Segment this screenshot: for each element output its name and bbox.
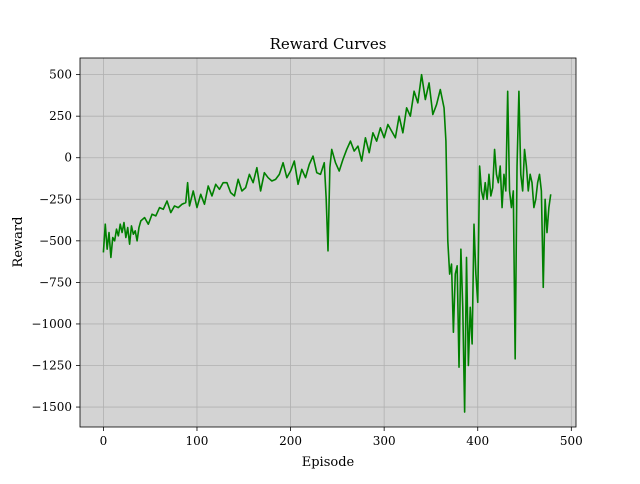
reward-series-line <box>102 73 552 413</box>
y-tick-label: 250 <box>49 109 72 123</box>
y-tick-label: −750 <box>39 275 72 289</box>
y-tick-label: −1250 <box>31 359 72 373</box>
x-tick-label: 100 <box>186 434 209 448</box>
y-tick-label: 500 <box>49 68 72 82</box>
plot-frame <box>79 57 577 428</box>
x-axis-label: Episode <box>302 455 355 470</box>
y-tick-label: −500 <box>39 234 72 248</box>
chart-title: Reward Curves <box>270 35 387 53</box>
x-tick-label: 500 <box>560 434 583 448</box>
x-tick-label: 400 <box>466 434 489 448</box>
y-tick-label: −1500 <box>31 400 72 414</box>
y-tick-label: 0 <box>64 151 72 165</box>
axis-ticks: 0 100 200 300 400 500 −1500 −1250 −1000 −750 −500 −… <box>31 68 582 448</box>
x-tick-label: 200 <box>279 434 302 448</box>
y-tick-label: −1000 <box>31 317 72 331</box>
x-tick-label: 300 <box>373 434 396 448</box>
x-tick-label: 0 <box>100 434 108 448</box>
y-tick-label: −250 <box>39 192 72 206</box>
data-series <box>102 73 552 413</box>
y-axis-label: Reward <box>11 217 26 268</box>
